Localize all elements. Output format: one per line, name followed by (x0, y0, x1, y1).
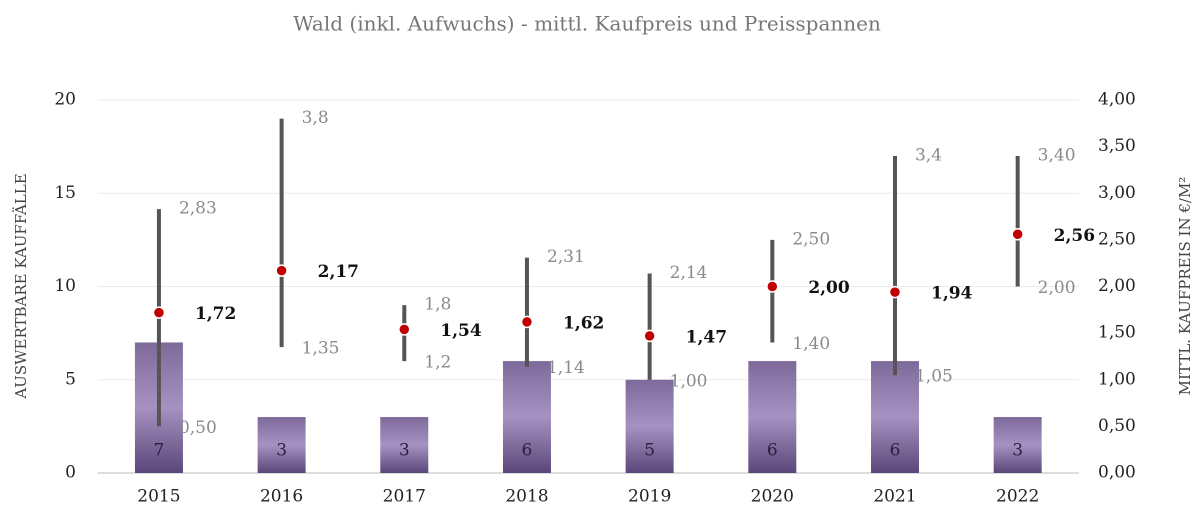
low-label: 2,00 (1038, 278, 1076, 298)
bar-label: 6 (767, 441, 778, 461)
low-label: 1,40 (792, 334, 830, 354)
y-tick-label: 10 (54, 276, 76, 296)
mean-label: 1,62 (563, 313, 604, 333)
low-label: 0,50 (179, 418, 217, 438)
bar-label: 3 (399, 441, 410, 461)
y2-tick-label: 1,00 (1098, 369, 1136, 389)
bar-label: 5 (644, 441, 655, 461)
x-tick-label: 2018 (505, 487, 548, 507)
high-label: 1,8 (424, 295, 451, 315)
y2-axis-title: MITTL. KAUFPREIS IN €/M² (1176, 177, 1194, 396)
mean-label: 1,47 (686, 327, 727, 347)
y2-tick-label: 4,00 (1098, 90, 1136, 110)
bar-label: 3 (276, 441, 287, 461)
bar-label: 6 (522, 441, 533, 461)
mean-label: 1,72 (195, 304, 236, 324)
x-tick-label: 2020 (751, 487, 794, 507)
mean-label: 1,54 (440, 321, 482, 341)
mean-point (275, 264, 288, 277)
mean-point (520, 315, 534, 329)
bar-label: 7 (154, 441, 165, 461)
mean-point (766, 280, 779, 293)
high-label: 3,8 (302, 108, 329, 128)
bar (380, 417, 429, 473)
low-label: 1,14 (547, 358, 585, 378)
y2-tick-label: 3,50 (1098, 136, 1136, 156)
y2-tick-label: 1,50 (1098, 323, 1136, 343)
bar (502, 361, 551, 473)
low-label: 1,05 (915, 367, 953, 387)
x-tick-label: 2019 (628, 487, 671, 507)
y2-tick-label: 0,50 (1098, 416, 1136, 436)
x-tick-label: 2015 (137, 487, 180, 507)
high-label: 2,14 (670, 263, 708, 283)
y2-tick-label: 3,00 (1098, 183, 1136, 203)
bar (625, 379, 674, 473)
bar (257, 417, 306, 473)
y-tick-label: 5 (65, 369, 76, 389)
bar (993, 417, 1042, 473)
mean-label: 2,56 (1054, 226, 1095, 246)
x-tick-label: 2016 (260, 487, 303, 507)
low-label: 1,35 (302, 339, 340, 359)
low-label: 1,00 (670, 371, 708, 391)
bar (748, 361, 797, 473)
y-axis-title: AUSWERTBARE KAUFFÄLLE (12, 173, 30, 399)
x-tick-label: 2022 (996, 487, 1039, 507)
y2-tick-label: 2,00 (1098, 276, 1136, 296)
high-label: 2,31 (547, 247, 585, 267)
high-label: 3,40 (1038, 145, 1076, 165)
y-tick-label: 15 (54, 183, 76, 203)
y-tick-label: 0 (65, 463, 76, 483)
high-label: 3,4 (915, 145, 942, 165)
mean-label: 2,17 (318, 262, 359, 282)
mean-label: 1,94 (931, 284, 973, 304)
mean-point (888, 285, 902, 299)
mean-point (152, 306, 166, 319)
x-tick-label: 2017 (383, 487, 426, 507)
y2-tick-label: 2,50 (1098, 229, 1136, 249)
chart-title: Wald (inkl. Aufwuchs) - mittl. Kaufpreis… (293, 12, 881, 36)
x-tick-label: 2021 (873, 487, 916, 507)
bar-label: 3 (1012, 441, 1023, 461)
low-label: 1,2 (424, 353, 451, 373)
bar (870, 361, 919, 473)
y2-tick-label: 0,00 (1098, 463, 1136, 483)
bar-label: 6 (890, 441, 901, 461)
mean-label: 2,00 (808, 278, 850, 298)
y-tick-label: 20 (54, 90, 76, 110)
mean-point (1011, 228, 1024, 241)
high-label: 2,50 (792, 229, 830, 249)
high-label: 2,83 (179, 199, 217, 219)
mean-point (643, 329, 656, 343)
mean-point (398, 323, 411, 336)
